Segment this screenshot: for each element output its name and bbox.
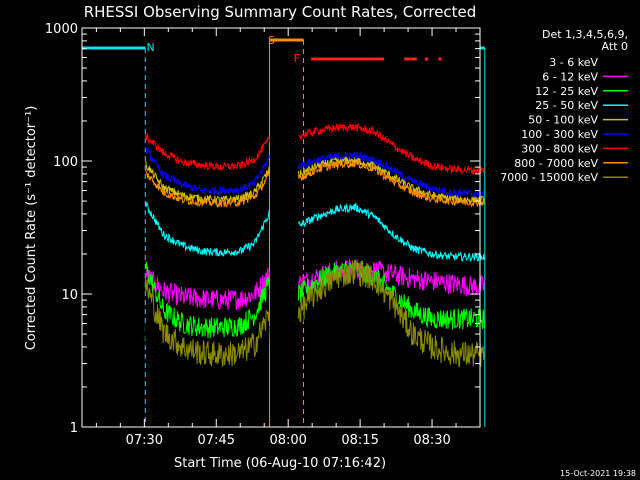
- x-tick-label: 08:30: [413, 433, 450, 448]
- x-tick-label: 07:45: [198, 433, 235, 448]
- interval-label-f: F: [294, 52, 300, 65]
- legend-entry-label: 7000 - 15000 keV: [500, 171, 598, 184]
- legend-entry-label: 12 - 25 keV: [535, 85, 598, 98]
- legend-entry-label: 6 - 12 keV: [542, 70, 598, 83]
- y-tick-label: 1: [70, 421, 78, 436]
- y-tick-label: 1000: [45, 22, 78, 37]
- y-tick-label: 10: [61, 288, 78, 303]
- series-line-4: [144, 201, 485, 262]
- legend-entry-label: 300 - 800 keV: [521, 142, 598, 155]
- y-axis-label: Corrected Count Rate (s⁻¹ detector⁻¹): [24, 106, 39, 351]
- footer-timestamp: 15-Oct-2021 19:38: [560, 469, 636, 478]
- interval-label-s: S: [268, 34, 275, 47]
- series-line-7: [144, 123, 485, 176]
- observing-interval-overlays: N S F: [82, 34, 486, 427]
- legend-entry-label: 50 - 100 keV: [528, 114, 598, 127]
- series-group: [144, 123, 485, 381]
- chart-title: RHESSI Observing Summary Count Rates, Co…: [84, 3, 477, 21]
- legend-entry-label: 100 - 300 keV: [521, 128, 598, 141]
- legend-entry-label: 25 - 50 keV: [535, 99, 598, 112]
- x-tick-label: 08:00: [269, 433, 306, 448]
- series-line-8: [144, 160, 485, 208]
- x-tick-label: 07:30: [126, 433, 163, 448]
- x-axis-label: Start Time (06-Aug-10 07:16:42): [174, 456, 386, 471]
- y-tick-label: 100: [53, 155, 78, 170]
- series-line-9: [144, 259, 485, 368]
- legend-header-line: Att 0: [602, 40, 628, 53]
- axes-group: 07:30 07:45 08:00 08:15 08:30 1 10 100 1000: [45, 22, 481, 448]
- series-line-6: [144, 146, 485, 198]
- legend-entry-label: 3 - 6 keV: [549, 56, 598, 69]
- legend-entry-label: 800 - 7000 keV: [514, 157, 598, 170]
- x-tick-label: 08:15: [341, 433, 378, 448]
- series-line-2: [144, 259, 485, 311]
- plot-frame: [81, 27, 481, 428]
- legend-header-line: Det 1,3,4,5,6,9,: [542, 28, 628, 41]
- interval-label-n: N: [146, 41, 154, 54]
